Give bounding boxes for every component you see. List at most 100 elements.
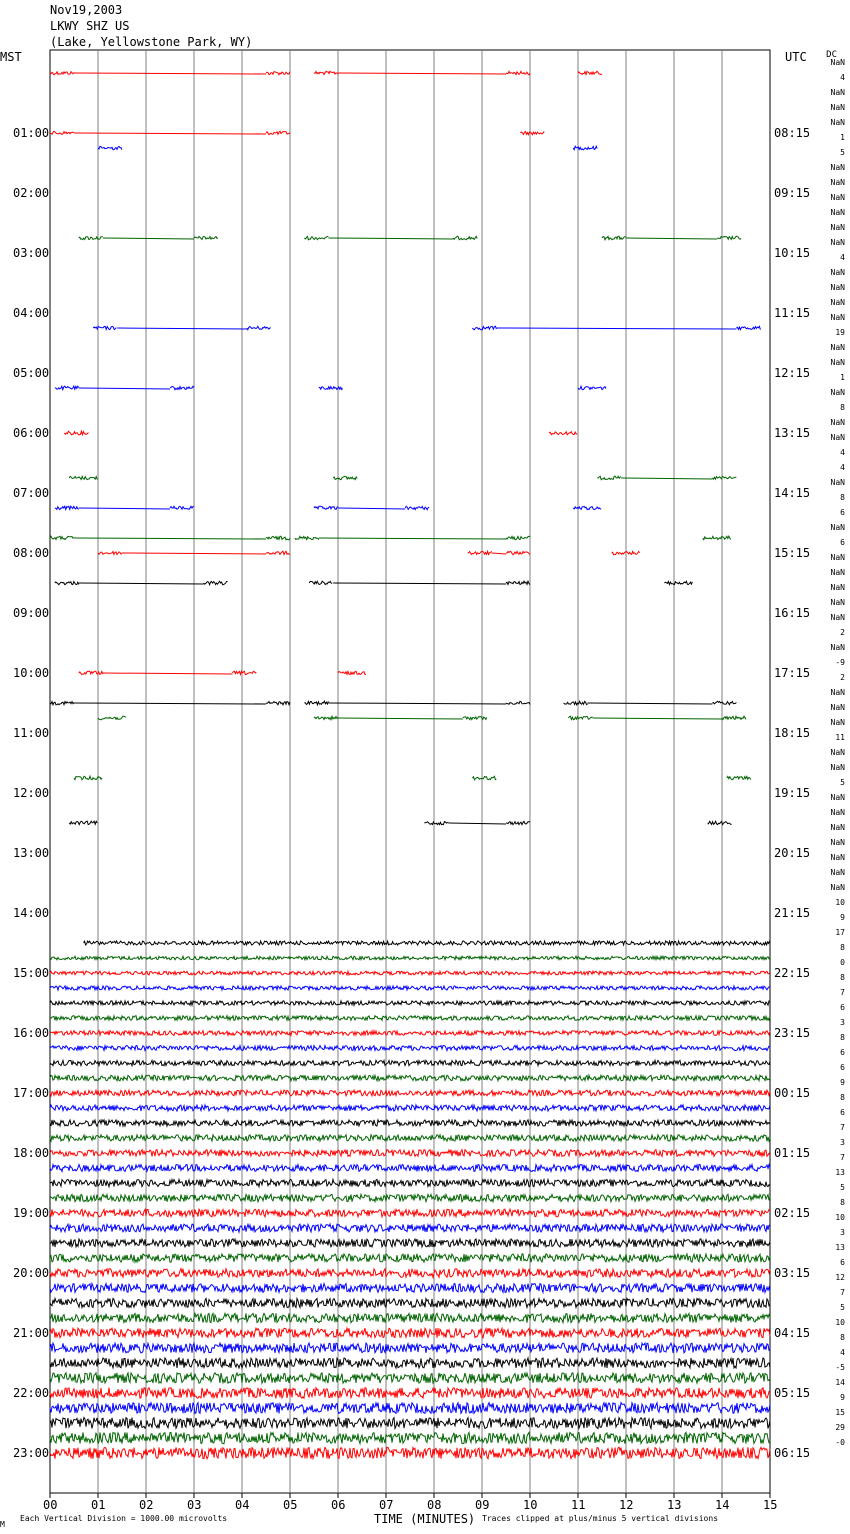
trace-segment [721, 714, 747, 721]
trace-segment [265, 550, 291, 557]
trace-segment [505, 535, 531, 541]
mst-tick-label: 20:00 [13, 1266, 50, 1280]
dc-value: 10 [835, 1318, 845, 1327]
trace-row [49, 1162, 771, 1174]
dc-value: 8 [840, 1198, 845, 1207]
trace-segment [717, 234, 742, 241]
utc-tick-label: 05:15 [774, 1386, 811, 1400]
trace-segment [49, 130, 75, 136]
trace-row [49, 1177, 771, 1189]
trace-segment [332, 475, 358, 481]
trace-gap-line [496, 327, 737, 330]
dc-value: 8 [840, 1033, 845, 1042]
dc-value: 0 [840, 958, 845, 967]
utc-tick-label: 08:15 [774, 126, 811, 140]
trace-gap-line [78, 507, 171, 510]
trace-segment [505, 70, 531, 76]
trace-row [49, 1311, 771, 1325]
dc-value: NaN [830, 193, 845, 202]
trace-segment [577, 70, 603, 77]
dc-value: 8 [840, 1093, 845, 1102]
mst-tick-label: 02:00 [13, 186, 50, 200]
dc-value: 13 [835, 1243, 845, 1252]
dc-value: NaN [830, 688, 845, 697]
utc-tick-label: 02:15 [774, 1206, 811, 1220]
trace-row [49, 1341, 771, 1355]
dc-value: 3 [840, 1138, 845, 1147]
scale-note: Each Vertical Division = 1000.00 microvo… [20, 1514, 228, 1523]
trace-row [49, 1207, 771, 1219]
trace-segment [78, 670, 104, 676]
x-tick-label: 02 [139, 1498, 154, 1512]
trace-row [49, 1148, 771, 1159]
trace-segment [54, 505, 80, 512]
mst-tick-label: 21:00 [13, 1326, 50, 1340]
trace-row [49, 999, 771, 1008]
trace-segment [313, 714, 339, 722]
dc-value: NaN [830, 793, 845, 802]
dc-value: NaN [830, 763, 845, 772]
trace-gap-line [328, 702, 507, 705]
trace-gap-line [337, 717, 463, 720]
trace-segment [265, 71, 291, 76]
dc-value: NaN [830, 208, 845, 217]
dc-value: 7 [840, 988, 845, 997]
trace-segment [506, 820, 531, 826]
mst-tick-label: 11:00 [13, 726, 50, 740]
trace-row [49, 969, 771, 977]
dc-value: -5 [835, 1363, 845, 1372]
dc-value: 6 [840, 1063, 845, 1072]
mst-tick-label: 01:00 [13, 126, 50, 140]
dc-value: NaN [830, 523, 845, 532]
trace-segment [294, 535, 320, 542]
dc-value: NaN [830, 223, 845, 232]
trace-segment [337, 669, 367, 676]
x-tick-label: 06 [331, 1498, 346, 1512]
trace-segment [601, 235, 627, 242]
utc-tick-label: 14:15 [774, 486, 811, 500]
dc-value: NaN [830, 853, 845, 862]
trace-row [49, 1445, 771, 1461]
trace-gap-line [78, 387, 171, 390]
utc-tick-label: 18:15 [774, 726, 811, 740]
dc-value: 2 [840, 673, 845, 682]
dc-value: 10 [835, 898, 845, 907]
utc-tick-label: 17:15 [774, 666, 811, 680]
x-tick-label: 14 [715, 1498, 730, 1512]
trace-segment [49, 700, 75, 707]
trace-row [49, 1028, 771, 1038]
utc-tick-label: 19:15 [774, 786, 811, 800]
trace-segment [265, 130, 291, 136]
header-station: LKWY SHZ US [50, 19, 130, 33]
dc-value: NaN [830, 88, 845, 97]
trace-row [49, 1281, 771, 1295]
mst-tick-label: 10:00 [13, 666, 50, 680]
trace-segment [712, 475, 737, 481]
trace-segment [304, 700, 329, 707]
dc-value: 8 [840, 973, 845, 982]
utc-tick-label: 15:15 [774, 546, 811, 560]
trace-segment [313, 70, 339, 76]
trace-segment [246, 325, 271, 331]
trace-gap-line [117, 327, 247, 330]
left-zone-label: MST [0, 50, 22, 64]
mst-tick-label: 23:00 [13, 1446, 50, 1460]
dc-value: NaN [830, 748, 845, 757]
dc-value: 5 [840, 1183, 845, 1192]
dc-value: 6 [840, 538, 845, 547]
dc-value: NaN [830, 178, 845, 187]
trace-segment [520, 130, 545, 137]
mst-tick-label: 09:00 [13, 606, 50, 620]
dc-value: NaN [830, 868, 845, 877]
trace-segment [265, 535, 291, 541]
x-tick-label: 15 [763, 1498, 778, 1512]
trace-segment [467, 549, 493, 556]
dc-value: NaN [830, 343, 845, 352]
dc-header: DC [826, 50, 837, 60]
utc-tick-label: 03:15 [774, 1266, 811, 1280]
x-tick-label: 11 [571, 1498, 586, 1512]
trace-gap-line [102, 237, 195, 240]
trace-gap-line [621, 477, 713, 480]
dc-value: 6 [840, 1108, 845, 1117]
trace-segment [472, 775, 497, 781]
